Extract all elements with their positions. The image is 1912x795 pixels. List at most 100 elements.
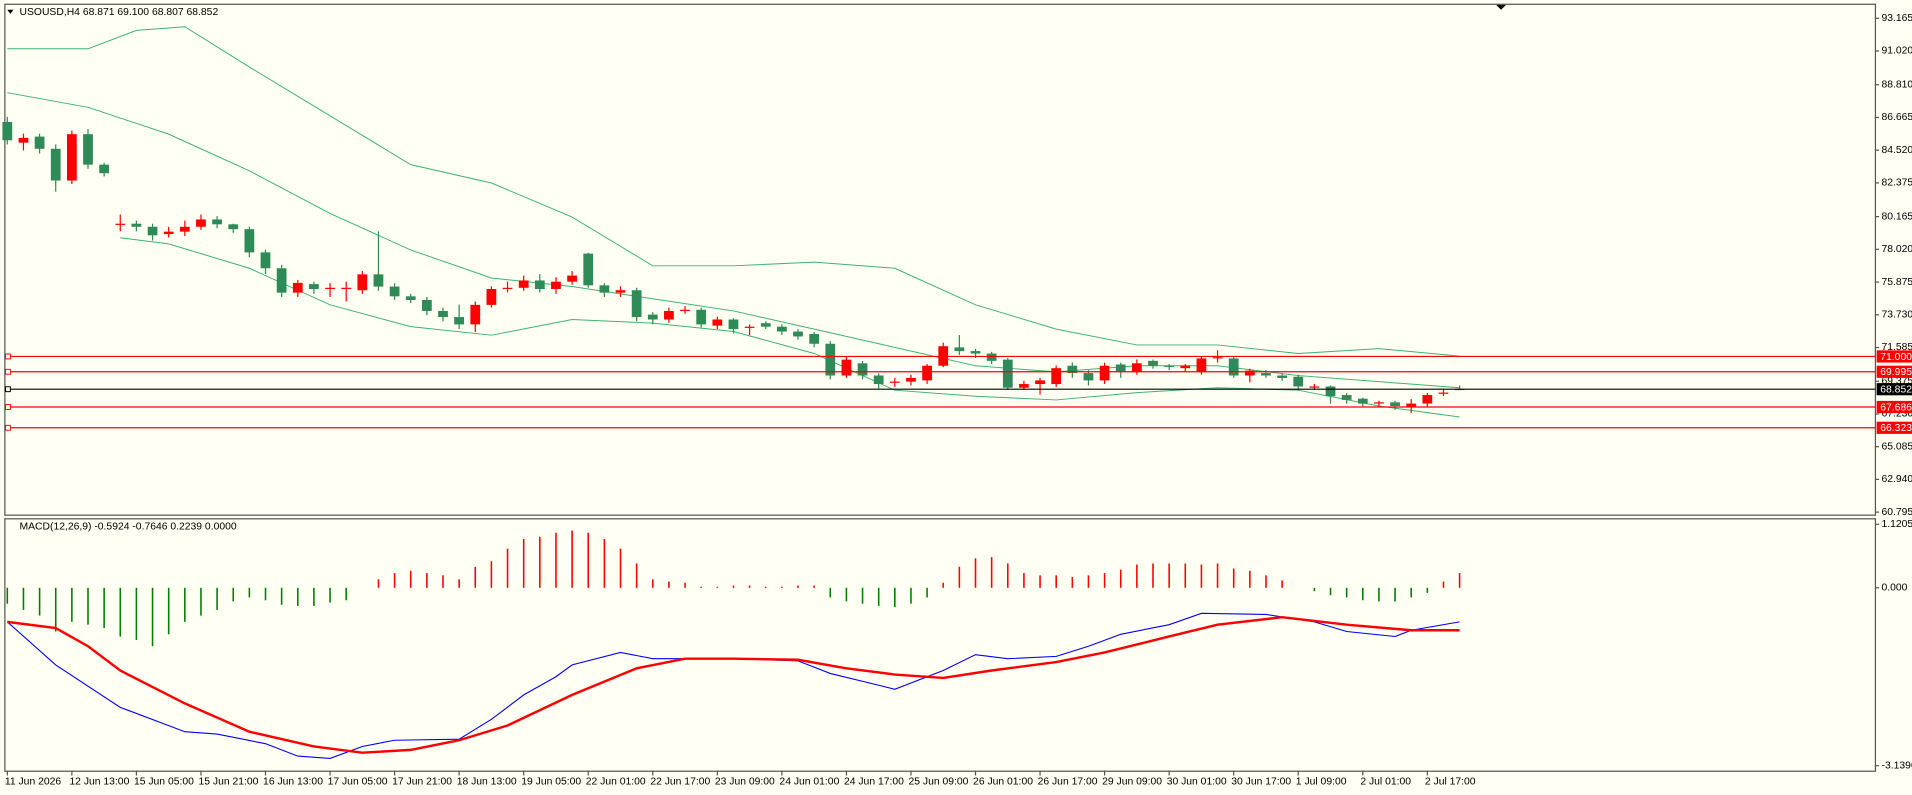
candle-body [212, 219, 222, 225]
candle-body [534, 280, 545, 290]
candle-body [889, 381, 900, 383]
symbol-menu-arrow[interactable] [7, 9, 14, 15]
candle-body [470, 304, 481, 325]
candle-body [1164, 365, 1175, 367]
candle-body [50, 148, 61, 181]
candle-body [276, 268, 287, 293]
y-tick-label: 84.520 [1882, 145, 1912, 156]
y-tick-label: 75.875 [1882, 277, 1912, 288]
candle-body [1325, 386, 1336, 397]
candle-body [1196, 358, 1207, 372]
candle-body [1228, 358, 1239, 376]
candle-body [292, 282, 303, 293]
x-tick-label: 15 Jun 21:00 [199, 776, 259, 787]
candle-body [309, 284, 319, 290]
price-level-tag [1876, 350, 1912, 363]
candle-body [809, 334, 820, 344]
y-tick-label: 67.230 [1882, 409, 1912, 420]
x-tick-label: 29 Jun 09:00 [1102, 776, 1162, 787]
candle-body [1115, 364, 1126, 372]
y-tick-label: 65.085 [1882, 441, 1912, 452]
candle-body [438, 310, 448, 318]
candle-body [857, 363, 868, 376]
y-tick-label: 93.165 [1882, 13, 1912, 24]
candle-body [115, 223, 126, 225]
candle-body [147, 226, 158, 236]
candle-body [260, 252, 271, 269]
candle-body [728, 319, 739, 330]
candle-body [1406, 403, 1417, 408]
y-tick-label: 88.810 [1882, 79, 1912, 90]
price-level-handle [4, 404, 11, 410]
candle-body [486, 289, 497, 305]
candle-body [696, 309, 707, 325]
shift-marker [1496, 4, 1506, 10]
candle-body [1083, 373, 1094, 381]
x-tick-label: 11 Jun 2026 [5, 776, 61, 787]
price-level-tag [1876, 365, 1912, 378]
x-tick-label: 24 Jun 01:00 [779, 776, 839, 787]
candle-body [518, 280, 529, 288]
candle-body [841, 359, 852, 376]
candle-body [1099, 365, 1110, 381]
price-panel [4, 3, 1877, 516]
price-level-label: 71.000 [1880, 352, 1912, 363]
candle-body [1341, 395, 1352, 400]
candle-body [760, 323, 771, 327]
candle-body [66, 134, 77, 181]
candle-body [1035, 380, 1045, 385]
candle-body [389, 286, 400, 297]
candle-body [502, 287, 513, 290]
candle-body [1374, 402, 1384, 404]
candle-body [1051, 368, 1062, 385]
candle-body [341, 287, 352, 290]
x-tick-label: 2 Jul 17:00 [1425, 776, 1476, 787]
candle-body [922, 365, 932, 381]
price-level-label: 68.852 [1880, 385, 1912, 396]
candle-body [1019, 384, 1029, 388]
candle-body [1067, 365, 1078, 374]
candle-body [131, 223, 142, 227]
y-tick-label: 78.020 [1882, 244, 1912, 255]
candle-body [83, 134, 93, 165]
candle-body [357, 274, 368, 291]
indicator-line [120, 237, 1460, 418]
candle-body [1002, 359, 1013, 388]
candle-body [986, 353, 997, 361]
x-tick-label: 24 Jun 17:00 [844, 776, 904, 787]
candle-body [34, 136, 45, 149]
x-tick-label: 30 Jun 17:00 [1231, 776, 1291, 787]
candle-body [163, 231, 174, 235]
candle-body [244, 229, 255, 253]
price-level-handle [4, 386, 11, 393]
y-tick-label: 62.940 [1882, 474, 1912, 485]
candle-body [567, 275, 577, 282]
candle-body [1390, 402, 1400, 407]
candle-body [647, 314, 658, 320]
y-tick-label: 60.795 [1882, 507, 1912, 518]
x-tick-label: 22 Jun 17:00 [650, 776, 710, 787]
y-tick-label: 82.375 [1882, 178, 1912, 189]
candle-body [1148, 360, 1158, 366]
x-tick-label: 25 Jun 09:00 [909, 776, 969, 787]
candle-body [1309, 386, 1320, 388]
candle-body [1277, 375, 1287, 378]
candle-body [196, 219, 206, 227]
x-tick-label: 18 Jun 13:00 [457, 776, 517, 787]
candle-body [680, 309, 690, 311]
x-tick-label: 23 Jun 09:00 [715, 776, 775, 787]
x-tick-label: 15 Jun 05:00 [134, 776, 194, 787]
candle-body [1422, 395, 1433, 404]
candle-body [179, 226, 190, 232]
x-tick-label: 26 Jun 01:00 [973, 776, 1033, 787]
candle-body [664, 310, 674, 320]
candle-body [1261, 373, 1271, 376]
candle-body [1357, 398, 1368, 404]
x-tick-label: 17 Jun 05:00 [328, 776, 388, 787]
candle-body [2, 121, 13, 141]
candle-body [793, 331, 803, 337]
candle-body [421, 299, 432, 311]
y-tick-label: 69.375 [1882, 376, 1912, 387]
